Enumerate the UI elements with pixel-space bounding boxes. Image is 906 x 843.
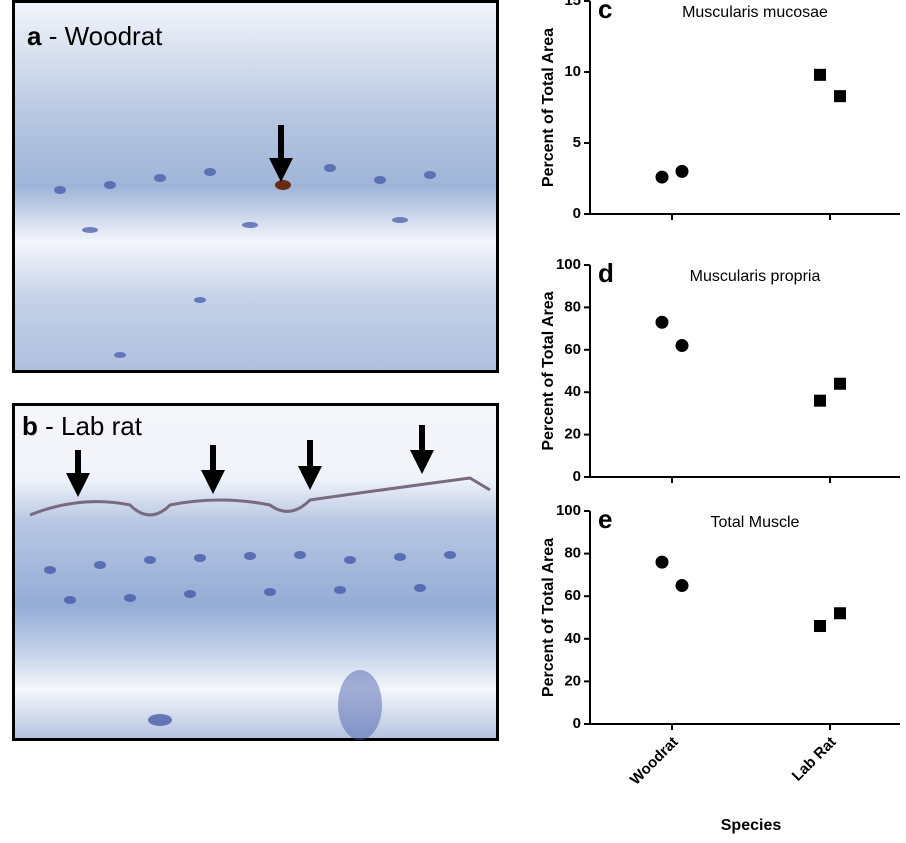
square-point: [814, 620, 826, 633]
circle-point: [675, 579, 689, 593]
panel-label: a - Woodrat: [27, 21, 163, 51]
x-tick-label: Woodrat: [627, 734, 682, 789]
y-tick-label: 0: [573, 715, 581, 732]
circle-point: [655, 170, 669, 184]
y-axis-label: Percent of Total Area: [540, 291, 557, 450]
chart-title: Total Muscle: [711, 514, 800, 531]
y-tick-label: 5: [573, 134, 581, 151]
square-point: [814, 68, 826, 81]
surface: [29, 476, 491, 517]
y-tick-label: 100: [556, 502, 581, 519]
y-tick-label: 60: [564, 341, 581, 358]
y-axis-label: Percent of Total Area: [540, 28, 557, 187]
panel-letter: d: [598, 258, 614, 288]
circle-point: [675, 164, 689, 178]
panel-letter: e: [598, 504, 612, 534]
square-point: [814, 394, 826, 407]
arrows-b: [66, 425, 434, 497]
square-point: [834, 607, 846, 620]
micrograph-a: [12, 0, 499, 373]
circle-point: [655, 555, 669, 569]
charts: 0 5 10 15 c Muscularis mucosae Percent of Tota…: [540, 0, 900, 834]
nuclei-b: [44, 551, 456, 740]
y-tick-label: 80: [564, 545, 581, 562]
x-axis-label: Species: [721, 817, 782, 834]
y-tick-label: 0: [573, 205, 581, 222]
y-tick-label: 20: [564, 672, 581, 689]
panel-label: b - Lab rat: [22, 411, 143, 441]
y-tick-label: 0: [573, 468, 581, 485]
y-tick-label: 100: [556, 256, 581, 273]
y-tick-label: 60: [564, 587, 581, 604]
y-tick-label: 80: [564, 298, 581, 315]
circle-point: [655, 315, 669, 329]
y-tick-label: 20: [564, 426, 581, 443]
y-tick-label: 15: [564, 0, 581, 9]
nuclei-a: [54, 164, 436, 358]
y-tick-label: 10: [564, 63, 581, 80]
panel-letter: c: [598, 0, 612, 24]
y-tick-label: 40: [564, 630, 581, 647]
square-point: [834, 90, 846, 103]
x-tick-label: Lab Rat: [789, 734, 840, 785]
y-axis-label: Percent of Total Area: [540, 538, 557, 697]
pigment: [275, 180, 291, 190]
circle-point: [675, 339, 689, 353]
y-tick-label: 40: [564, 383, 581, 400]
chart-title: Muscularis mucosae: [682, 4, 828, 21]
square-point: [834, 377, 846, 390]
chart-title: Muscularis propria: [690, 268, 821, 285]
